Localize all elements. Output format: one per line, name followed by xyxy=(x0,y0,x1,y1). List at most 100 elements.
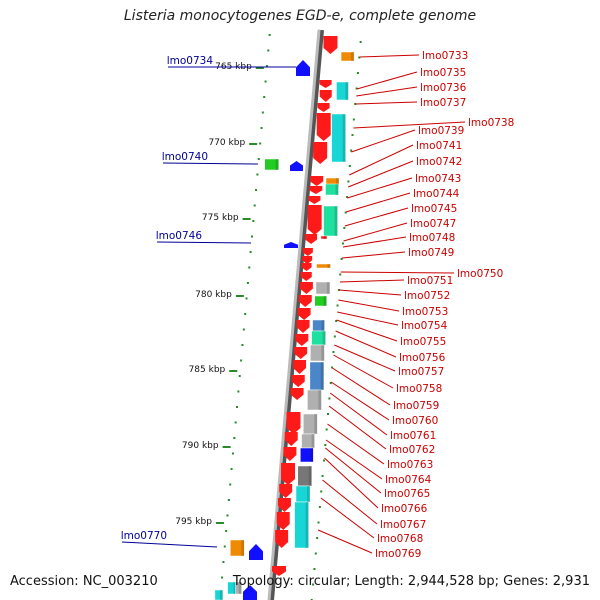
track-dot xyxy=(250,235,253,238)
label-leader xyxy=(336,319,398,342)
tick-label: 795 kbp xyxy=(175,517,212,527)
track-dot xyxy=(327,413,330,415)
gene-label: lmo0743 xyxy=(415,173,461,185)
label-leader xyxy=(325,447,382,494)
gene-box-shade xyxy=(310,448,314,462)
track-dot xyxy=(221,576,224,579)
track-dot xyxy=(248,266,251,269)
label-leader xyxy=(351,129,416,153)
track-dot xyxy=(245,297,248,300)
label-leader xyxy=(356,71,418,90)
track-dot xyxy=(324,444,327,446)
track-dot xyxy=(348,165,351,167)
gene-arrow xyxy=(293,360,307,374)
track-dot xyxy=(233,437,236,439)
gene-box xyxy=(310,344,325,362)
track-dot xyxy=(230,468,233,470)
gene-arrow xyxy=(313,142,328,164)
gene-box xyxy=(264,158,279,171)
accession-text: Accession: NC_003210 xyxy=(10,574,158,589)
gene-box-shade xyxy=(322,331,326,345)
gene-arrow xyxy=(271,566,286,576)
gene-box-shade xyxy=(327,264,331,268)
label-leader xyxy=(162,162,259,165)
gene-label: lmo0766 xyxy=(381,503,428,515)
label-leader xyxy=(344,207,409,227)
track-dot xyxy=(236,406,239,408)
gene-box-shade xyxy=(275,159,279,170)
gene-arrow xyxy=(298,295,312,307)
track-dot xyxy=(321,475,324,477)
track-dot xyxy=(225,530,228,532)
track-dot xyxy=(354,103,357,105)
gene-label: lmo0742 xyxy=(416,156,462,168)
gene-box-shade xyxy=(335,184,339,195)
gene-arrow xyxy=(323,36,338,54)
gene-box xyxy=(294,501,309,549)
track-dot xyxy=(314,552,317,555)
label-leader xyxy=(342,236,407,248)
gene-label: lmo0735 xyxy=(420,67,466,79)
tick-label: 775 kbp xyxy=(202,213,239,223)
track-dot xyxy=(265,65,268,67)
track-dot xyxy=(241,344,244,346)
track-dot xyxy=(227,499,230,501)
backbone xyxy=(267,29,321,600)
track-dot xyxy=(325,428,328,431)
gene-arrow xyxy=(284,432,298,446)
gene-box xyxy=(336,81,349,101)
gene-arrow xyxy=(300,272,312,281)
track-dot xyxy=(339,273,342,276)
gene-label: lmo0769 xyxy=(375,548,421,560)
label-leader xyxy=(338,299,400,312)
tick-label: 780 kbp xyxy=(195,290,232,300)
gene-box-shade xyxy=(307,486,310,502)
label-leader xyxy=(348,160,414,188)
gene-box xyxy=(320,235,328,240)
gene-box xyxy=(325,183,339,196)
track-dot xyxy=(340,258,343,260)
track-dot xyxy=(332,351,335,353)
gene-label: lmo0770 xyxy=(121,530,167,542)
gene-label: lmo0741 xyxy=(416,140,462,152)
label-leader xyxy=(156,241,252,244)
gene-arrow xyxy=(301,263,312,271)
gene-arrow-up xyxy=(249,544,263,560)
label-leader xyxy=(335,330,397,358)
gene-arrow xyxy=(296,320,310,333)
label-leader xyxy=(347,177,413,199)
gene-box xyxy=(235,581,242,595)
track-dot xyxy=(358,56,361,59)
gene-label: lmo0752 xyxy=(404,290,450,302)
gene-box xyxy=(307,389,322,411)
track-dot xyxy=(343,227,346,229)
track-dot xyxy=(355,87,358,90)
track-dot xyxy=(253,204,256,207)
gene-label: lmo0764 xyxy=(385,474,432,486)
track-dot xyxy=(256,173,259,176)
gene-label: lmo0762 xyxy=(389,444,435,456)
track-dot xyxy=(329,382,332,384)
gene-arrow xyxy=(281,463,296,485)
gene-arrow xyxy=(275,530,289,548)
gene-label: lmo0758 xyxy=(396,383,442,395)
track-dot xyxy=(268,34,271,36)
label-leader xyxy=(334,344,396,372)
label-leader xyxy=(355,101,418,105)
track-dot xyxy=(234,421,237,424)
gene-label: lmo0765 xyxy=(384,488,430,500)
track-dot xyxy=(333,335,336,338)
gene-label: lmo0733 xyxy=(422,50,468,62)
track-dot xyxy=(320,490,323,493)
label-leader xyxy=(349,144,414,176)
track-dot xyxy=(331,366,334,369)
gene-box-shade xyxy=(321,320,325,331)
track-dot xyxy=(335,320,338,322)
gene-box-shade xyxy=(320,362,324,390)
track-dot xyxy=(350,149,353,152)
gene-box-shade xyxy=(305,502,309,548)
gene-box-shade xyxy=(241,540,245,556)
gene-arrow xyxy=(302,256,313,264)
gene-arrow-up xyxy=(296,60,310,76)
